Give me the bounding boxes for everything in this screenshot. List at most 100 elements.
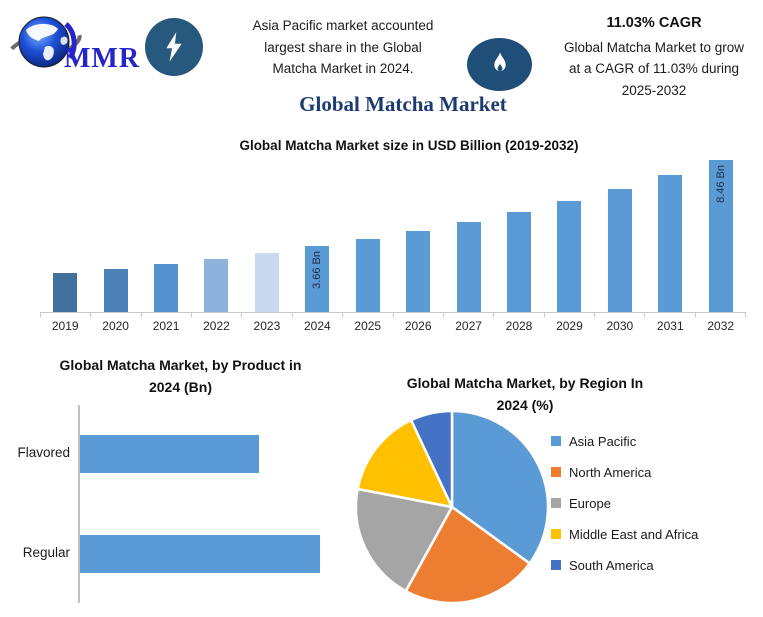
legend-item-south-america: South America bbox=[551, 557, 698, 573]
axis-tick bbox=[242, 313, 293, 317]
lightning-icon bbox=[166, 32, 182, 62]
axis-tick bbox=[343, 313, 394, 317]
market-size-bar-2026 bbox=[406, 231, 431, 312]
region-pie-chart bbox=[354, 409, 550, 605]
mmr-logo: MMR bbox=[6, 16, 140, 74]
x-axis-label-2022: 2022 bbox=[203, 319, 230, 333]
legend-swatch-icon bbox=[551, 498, 561, 508]
market-size-bar-2020 bbox=[103, 269, 128, 312]
bar-slot-2032: 8.46 Bn bbox=[695, 152, 745, 312]
bar-data-label-text: 8.46 Bn bbox=[714, 165, 727, 203]
axis-tick bbox=[645, 313, 696, 317]
axis-tick bbox=[444, 313, 495, 317]
bar-slot-2024: 3.66 Bn bbox=[292, 152, 342, 312]
logo-brand-text: MMR bbox=[64, 43, 140, 74]
legend-label: Asia Pacific bbox=[569, 433, 637, 449]
legend-item-asia-pacific: Asia Pacific bbox=[551, 433, 698, 449]
x-axis-label-2026: 2026 bbox=[404, 319, 432, 333]
axis-tick bbox=[394, 313, 444, 317]
x-axis-label-2023: 2023 bbox=[253, 319, 281, 333]
axis-tick bbox=[595, 313, 646, 317]
cagr-line-3: 2025-2032 bbox=[621, 82, 687, 98]
axis-tick bbox=[192, 313, 243, 317]
market-size-bar-2025 bbox=[355, 239, 380, 312]
axis-tick bbox=[142, 313, 193, 317]
x-axis-label-2029: 2029 bbox=[556, 319, 583, 333]
page-title: Global Matcha Market bbox=[299, 92, 507, 116]
product-bar-flavored bbox=[80, 435, 259, 473]
product-label-regular: Regular bbox=[22, 545, 70, 560]
pie-slice-north-america bbox=[404, 505, 531, 605]
market-size-bar-2027 bbox=[456, 222, 481, 312]
market-size-bar-2021 bbox=[154, 264, 179, 312]
bar-slot-2019 bbox=[40, 152, 90, 312]
pie-slice-middle-east-and-africa bbox=[356, 418, 454, 509]
region-chart-title: Global Matcha Market, by Region In 2024 … bbox=[370, 372, 680, 416]
market-size-bars: 3.66 Bn 8.46 Bn bbox=[40, 152, 746, 313]
axis-tick bbox=[696, 313, 747, 317]
region-title-line-1: Global Matcha Market, by Region In bbox=[406, 375, 644, 391]
bar-data-label-2032: 8.46 Bn bbox=[709, 165, 733, 203]
axis-tick bbox=[41, 313, 92, 317]
market-size-chart-title: Global Matcha Market size in USD Billion… bbox=[239, 138, 579, 153]
cagr-block: 11.03% CAGR Global Matcha Market to grow… bbox=[546, 13, 762, 101]
region-legend: Asia Pacific North America Europe Middle Ea… bbox=[551, 433, 699, 573]
x-axis-label-2032: 2032 bbox=[707, 319, 735, 333]
pie-slice-europe bbox=[354, 487, 454, 593]
product-chart: Flavored Regular bbox=[17, 405, 345, 603]
headline-line-2: largest share in the Global bbox=[264, 39, 422, 55]
legend-swatch-icon bbox=[551, 560, 561, 570]
market-size-bar-2024: 3.66 Bn bbox=[305, 246, 330, 312]
x-axis-label-2031: 2031 bbox=[656, 319, 684, 333]
bar-slot-2028 bbox=[494, 152, 544, 312]
cagr-value: 11.03% CAGR bbox=[606, 15, 702, 31]
bar-slot-2030 bbox=[595, 152, 645, 312]
flame-icon bbox=[493, 51, 506, 71]
market-size-bar-2031 bbox=[658, 175, 683, 312]
legend-label: North America bbox=[569, 464, 652, 480]
product-title-line-1: Global Matcha Market, by Product in bbox=[59, 357, 302, 373]
market-size-chart: 3.66 Bn 8.46 Bn 2019 2020 2021 2022 2023 2024 2… bbox=[40, 152, 747, 333]
axis-tick bbox=[545, 313, 595, 317]
legend-label: Middle East and Africa bbox=[569, 526, 699, 542]
bar-data-label-2024: 3.66 Bn bbox=[305, 251, 329, 289]
headline-line-1: Asia Pacific market accounted bbox=[252, 18, 434, 33]
product-bar-regular bbox=[80, 535, 320, 573]
product-title-line-2: 2024 (Bn) bbox=[148, 379, 213, 395]
legend-label: Europe bbox=[569, 495, 611, 511]
bar-slot-2023 bbox=[242, 152, 292, 312]
axis-tick bbox=[91, 313, 142, 317]
market-size-bar-2019 bbox=[53, 273, 78, 312]
region-title-line-2: 2024 (%) bbox=[496, 397, 554, 413]
globe-icon bbox=[6, 16, 82, 68]
legend-swatch-icon bbox=[551, 436, 561, 446]
bar-slot-2029 bbox=[544, 152, 594, 312]
bar-slot-2031 bbox=[645, 152, 695, 312]
pie-slice-asia-pacific bbox=[450, 409, 550, 565]
legend-item-europe: Europe bbox=[551, 495, 698, 511]
flame-badge bbox=[467, 38, 532, 91]
legend-item-middle-east-and-africa: Middle East and Africa bbox=[551, 526, 699, 542]
market-size-bar-2028 bbox=[507, 212, 531, 312]
bar-slot-2022 bbox=[191, 152, 241, 312]
x-axis-label-2028: 2028 bbox=[505, 319, 533, 333]
x-axis-label-2030: 2030 bbox=[606, 319, 634, 333]
product-chart-title: Global Matcha Market, by Product in 2024… bbox=[8, 354, 353, 398]
bar-slot-2021 bbox=[141, 152, 191, 312]
legend-label: South America bbox=[569, 557, 654, 573]
lightning-badge bbox=[145, 18, 203, 76]
market-size-bar-2030 bbox=[607, 189, 632, 312]
x-axis-label-2019: 2019 bbox=[51, 319, 79, 333]
market-size-bar-2023 bbox=[254, 253, 279, 312]
cagr-line-1: Global Matcha Market to grow bbox=[563, 39, 745, 55]
x-axis-label-2024: 2024 bbox=[303, 319, 331, 333]
market-size-bar-2022 bbox=[204, 259, 229, 312]
pie-slice-south-america bbox=[409, 409, 454, 509]
product-label-flavored: Flavored bbox=[17, 445, 70, 460]
bar-data-label-text: 3.66 Bn bbox=[311, 251, 324, 289]
legend-swatch-icon bbox=[551, 467, 561, 477]
headline-asia-pacific: Asia Pacific market accounted largest sh… bbox=[223, 15, 463, 80]
axis-tick bbox=[494, 313, 545, 317]
x-axis-label-2027: 2027 bbox=[455, 319, 482, 333]
